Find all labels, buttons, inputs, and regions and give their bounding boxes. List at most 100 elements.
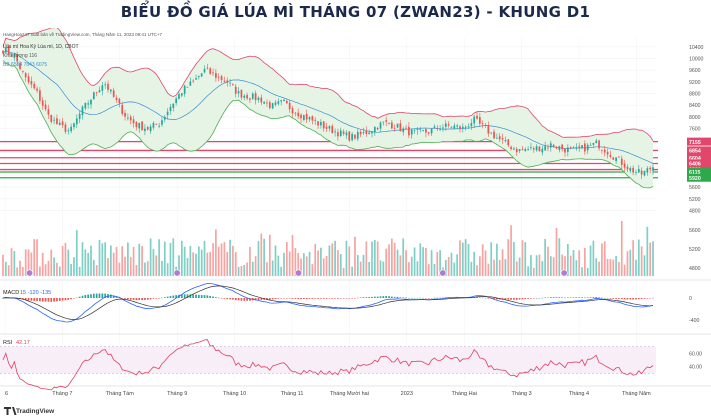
volume-bar <box>152 249 155 276</box>
macd-histogram-bar <box>81 295 84 298</box>
volume-bar <box>606 258 609 276</box>
candle-body <box>257 97 260 100</box>
candle-body <box>629 167 632 171</box>
candle-body <box>510 146 512 150</box>
candle-body <box>263 101 265 104</box>
volume-bar <box>146 261 149 276</box>
volume-bar <box>53 257 55 276</box>
volume-bar <box>359 261 362 276</box>
price-label: 7155 <box>689 140 701 146</box>
candle-body <box>237 91 240 94</box>
macd-histogram-bar <box>496 298 498 300</box>
candle-body <box>285 100 288 104</box>
volume-bar <box>425 247 427 276</box>
macd-histogram-bar <box>149 298 152 300</box>
volume-bar <box>558 238 561 276</box>
macd-histogram-bar <box>303 298 305 300</box>
candle-body <box>115 97 118 100</box>
volume-bar <box>285 242 288 276</box>
macd-histogram-bar <box>566 297 569 299</box>
volume-bar <box>541 261 544 276</box>
candle-body <box>635 171 637 173</box>
candle-body <box>609 154 612 157</box>
candle-body <box>175 98 177 104</box>
volume-bar <box>555 227 558 276</box>
macd-histogram-bar <box>524 298 527 300</box>
volume-bar <box>70 264 72 276</box>
macd-histogram-bar <box>501 298 504 300</box>
macd-histogram-bar <box>138 298 141 301</box>
macd-histogram-bar <box>209 295 212 298</box>
candle-body <box>260 97 263 103</box>
candle-body <box>464 126 467 128</box>
candle-body <box>92 92 95 100</box>
volume-bar <box>254 256 257 276</box>
macd-tick-label: -400 <box>689 318 699 324</box>
macd-histogram-bar <box>433 297 436 299</box>
candle-body <box>345 132 348 136</box>
volume-bar <box>127 242 129 276</box>
candle-body <box>484 125 487 126</box>
candle-body <box>107 83 109 90</box>
macd-histogram-bar <box>513 298 515 300</box>
macd-histogram-bar <box>643 298 646 299</box>
candle-body <box>232 84 234 86</box>
macd-histogram-bar <box>635 298 637 300</box>
candle-body <box>436 127 439 130</box>
candle-body <box>459 126 461 130</box>
volume-bar <box>547 246 549 276</box>
volume-bar <box>498 259 501 276</box>
macd-histogram-bar <box>195 294 197 298</box>
candle-body <box>388 123 390 125</box>
volume-bar <box>24 249 27 276</box>
volume-bar <box>453 262 456 276</box>
candle-body <box>368 132 371 135</box>
price-label-box <box>687 168 711 177</box>
candle-body <box>73 123 75 128</box>
macd-histogram-bar <box>487 298 490 299</box>
candle-body <box>501 138 504 140</box>
candle-body <box>569 146 572 148</box>
volume-bar <box>566 244 569 276</box>
macd-histogram-bar <box>601 297 603 299</box>
macd-histogram-bar <box>552 297 555 298</box>
macd-histogram-bar <box>413 297 416 299</box>
macd-histogram-bar <box>603 297 606 299</box>
volume-bar <box>371 241 373 276</box>
candle-body <box>618 156 620 158</box>
macd-histogram-bar <box>555 297 558 298</box>
macd-histogram-bar <box>234 298 237 301</box>
macd-histogram-bar <box>481 297 484 299</box>
candle-body <box>461 126 464 129</box>
volume-bar <box>237 266 240 276</box>
macd-histogram-bar <box>144 298 146 300</box>
macd-histogram-bar <box>132 298 135 300</box>
volume-tick-label: 4800 <box>689 266 701 272</box>
macd-histogram-bar <box>311 298 314 299</box>
candle-body <box>98 90 101 93</box>
candle-body <box>58 122 61 125</box>
volume-bar <box>490 242 493 276</box>
volume-bar <box>504 259 507 276</box>
candle-body <box>561 144 564 150</box>
volume-bar <box>382 261 385 276</box>
macd-histogram-bar <box>626 298 629 300</box>
macd-histogram-bar <box>342 298 345 299</box>
volume-bar <box>13 251 16 276</box>
candle-body <box>490 132 493 134</box>
macd-histogram-bar <box>419 297 422 299</box>
volume-bar <box>535 255 538 276</box>
volume-bar <box>75 230 78 276</box>
volume-bar <box>161 260 163 276</box>
volume-bar <box>223 242 226 276</box>
macd-histogram-bar <box>192 294 195 298</box>
trading-chart[interactable]: 1040010000960092008800840080007600720068… <box>0 28 711 420</box>
volume-bar <box>73 257 75 276</box>
macd-histogram-bar <box>388 296 390 298</box>
candle-body <box>473 116 476 124</box>
volume-bar <box>328 245 331 276</box>
candle-body <box>393 128 396 130</box>
candle-body <box>385 120 388 122</box>
volume-bar <box>470 261 473 276</box>
macd-histogram-bar <box>27 298 30 301</box>
